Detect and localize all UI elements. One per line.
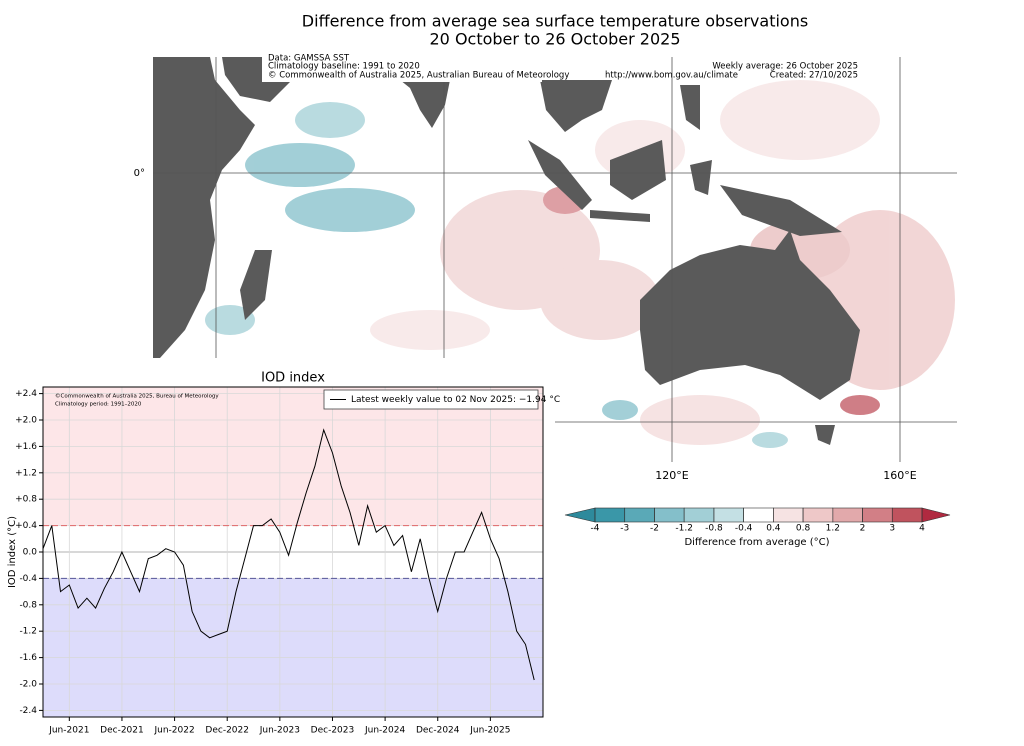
legend-box [323,389,539,410]
colorbar-tick-label: -3 [620,524,629,534]
info-text: © Commonwealth of Australia 2025, Austra… [268,71,569,81]
map-subtitle: 20 October to 26 October 2025 [430,30,681,49]
legend-label: Latest weekly value to 02 Nov 2025: −1.9… [351,395,560,405]
x-tick-label: Dec-2021 [100,726,144,736]
colorbar-segment [862,507,893,523]
y-tick-label: 0.0 [23,548,38,558]
colorbar-segment [713,507,744,523]
colorbar-tick-label: -1.2 [675,524,693,534]
y-tick-label: -0.4 [19,574,37,584]
colorbar-segment [773,507,804,523]
colorbar-tick-label: -2 [650,524,659,534]
positive-band [43,387,543,526]
colorbar-segment [594,507,626,523]
colorbar-segment [654,507,685,523]
x-tick-label: Dec-2023 [311,726,355,736]
colorbar-tick-label: 4 [919,524,925,534]
negative-band [43,578,543,717]
x-tick-label: Jun-2024 [364,726,405,736]
iod-chart: +2.4 +2.0 +1.6 +1.2 +0.8 +0.4 0.0 -0.4 -0.8 -1.2 -… [15,386,560,736]
info-text: Climatology baseline: 1991 to 2020 [268,62,420,72]
y-tick-label: -0.8 [19,600,37,610]
plot-frame [42,386,544,718]
colorbar-tick-label: -0.8 [705,524,723,534]
colorbar: -4 -3 -2 -1.2 -0.8 -0.4 0.4 0.8 1.2 2 3 4 [564,507,951,534]
info-text: Created: 27/10/2025 [770,71,858,81]
x-tick-label: Jun-2025 [469,726,510,736]
lon-label: 160°E [883,469,916,482]
x-tick-label: Jun-2023 [259,726,300,736]
y-tick-label: +2.4 [15,389,37,399]
colorbar-tick-label: 2 [860,524,866,534]
colorbar-segment [802,507,834,523]
colorbar-tick-label: 0.8 [796,524,811,534]
iod-line [42,428,535,681]
colorbar-extend [921,507,951,523]
y-tick-label: -2.4 [19,706,37,716]
colorbar-tick-label: -0.4 [735,524,753,534]
colorbar-segment [624,507,655,523]
y-axis-label: IOD index (°C) [7,516,18,588]
info-url: http://www.bom.gov.au/climate [605,71,738,81]
info-box [262,52,542,82]
x-tick-label: Dec-2024 [416,726,460,736]
colorbar-tick-label: 3 [889,524,895,534]
land [153,57,860,445]
y-tick-label: -1.6 [19,653,37,663]
map-title: Difference from average sea surface temp… [302,12,808,31]
chart-note: ©Commonwealth of Australia 2025, Bureau … [55,393,219,400]
y-tick-label: +0.4 [15,521,37,531]
colorbar-segment [743,507,774,523]
lat-label: 0° [134,168,145,179]
chart-title: IOD index [261,371,325,386]
y-tick-label: +0.8 [15,495,37,505]
colorbar-label: Difference from average (°C) [684,537,829,548]
map [153,52,957,462]
info-text: Data: GAMSSA SST [268,54,350,64]
colorbar-tick-label: 1.2 [826,524,840,534]
lon-label: 120°E [655,469,688,482]
colorbar-tick-label: 0.4 [766,524,781,534]
y-tick-label: +1.2 [15,468,37,478]
x-tick-label: Jun-2022 [153,726,194,736]
y-tick-label: +2.0 [15,416,37,426]
colorbar-extend [564,507,596,523]
x-tick-label: Jun-2021 [48,726,89,736]
colorbar-segment [832,507,863,523]
colorbar-tick-label: -4 [591,524,600,534]
y-tick-label: -1.2 [19,627,37,637]
y-tick-label: +1.6 [15,442,37,452]
colorbar-segment [891,507,923,523]
colorbar-segment [683,507,715,523]
info-text: Weekly average: 26 October 2025 [712,62,858,72]
chart-note: Climatology period: 1991–2020 [55,402,142,408]
y-tick-label: -2.0 [19,680,37,690]
x-tick-label: Dec-2022 [205,726,249,736]
